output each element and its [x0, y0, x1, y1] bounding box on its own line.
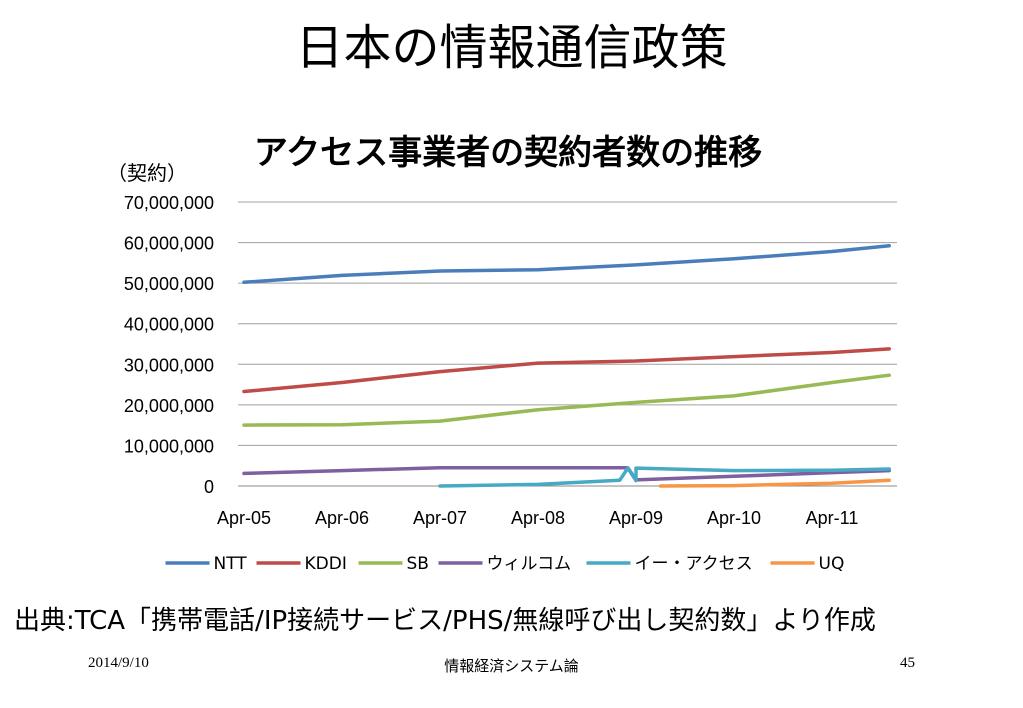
x-tick-label: Apr-08	[511, 508, 565, 528]
y-tick-label: 0	[204, 477, 214, 497]
source-note: 出典:TCA「携帯電話/IP接続サービス/PHS/無線呼び出し契約数」より作成	[14, 606, 876, 636]
legend-label-UQ: UQ	[819, 554, 845, 574]
line-chart: アクセス事業者の契約者数の推移 （契約） 0 10,000,000 20,000,000…	[107, 133, 897, 574]
y-tick-label: 30,000,000	[124, 355, 214, 375]
y-tick-label: 40,000,000	[124, 315, 214, 335]
y-tick-label: 50,000,000	[124, 274, 214, 294]
x-tick-label: Apr-07	[413, 508, 467, 528]
series-line-イー・アクセス	[438, 466, 891, 488]
y-tick-label: 20,000,000	[124, 396, 214, 416]
footer-course-name: 情報経済システム論	[444, 657, 579, 675]
y-axis-label: （契約）	[107, 161, 187, 185]
y-tick-label: 70,000,000	[124, 193, 214, 213]
chart-title: アクセス事業者の契約者数の推移	[254, 133, 762, 173]
series-line-UQ	[658, 478, 891, 488]
x-tick-label: Apr-06	[315, 508, 369, 528]
y-tick-label: 10,000,000	[124, 436, 214, 456]
footer-date: 2014/9/10	[88, 655, 149, 671]
legend-label-SB: SB	[407, 554, 429, 574]
series-line-SB	[242, 373, 891, 427]
series-line-KDDI	[242, 347, 891, 394]
legend-label-KDDI: KDDI	[305, 554, 347, 574]
slide-title: 日本の情報通信政策	[295, 20, 728, 76]
legend-label-ウィルコム: ウィルコム	[487, 554, 572, 574]
x-tick-label: Apr-10	[707, 508, 761, 528]
legend-label-イー・アクセス: イー・アクセス	[635, 554, 753, 574]
x-tick-label: Apr-09	[609, 508, 663, 528]
page-number: 45	[900, 655, 915, 671]
series-line-NTT	[242, 244, 891, 285]
legend-label-NTT: NTT	[214, 554, 248, 574]
x-tick-label: Apr-11	[806, 508, 859, 528]
x-tick-label: Apr-05	[217, 508, 271, 528]
y-tick-label: 60,000,000	[124, 234, 214, 254]
